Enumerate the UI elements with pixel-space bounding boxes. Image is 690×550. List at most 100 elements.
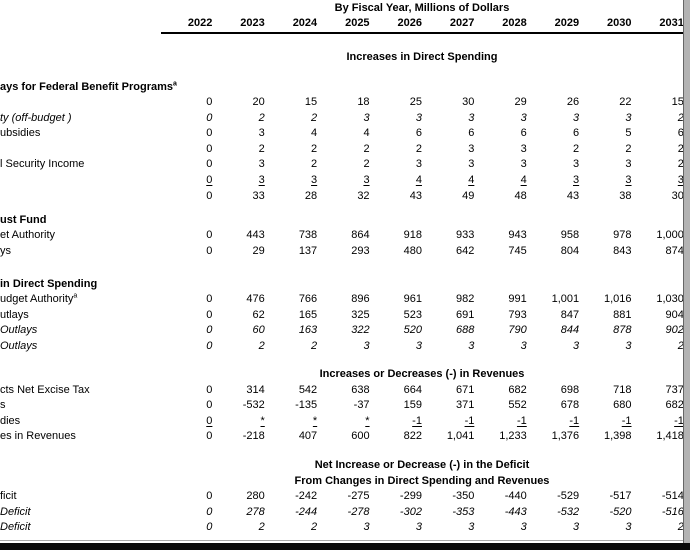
value-cell: 2 xyxy=(415,142,422,155)
value-cell: -529 xyxy=(557,490,580,502)
value-cell: 0 xyxy=(206,505,213,518)
value-cell: 3 xyxy=(415,158,422,171)
value-cell: 3 xyxy=(468,111,475,124)
value-cell: 3 xyxy=(573,521,580,534)
value-cell: 29 xyxy=(252,244,265,257)
value-cell: 3 xyxy=(573,111,580,124)
value-cell: -218 xyxy=(242,430,265,443)
value-cell: 0 xyxy=(206,383,213,396)
table-row: 0 2 2 2 2 3 3 2 2 2 xyxy=(0,142,684,158)
value-cell: 982 xyxy=(455,293,475,305)
year-header: 2023 xyxy=(240,17,265,29)
value-cell: 3 xyxy=(520,521,527,534)
value-cell: 718 xyxy=(613,383,632,396)
value-cell: 278 xyxy=(246,505,265,518)
value-cell: 3 xyxy=(311,173,318,186)
year-column-headers: 2022 2023 2024 2025 2026 2027 2028 2029 2030 2031 xyxy=(0,16,684,31)
value-cell: 2 xyxy=(677,339,684,352)
row-label: et Authority xyxy=(0,229,56,241)
value-cell: 881 xyxy=(613,308,632,321)
value-cell: -278 xyxy=(347,505,370,518)
value-cell: 958 xyxy=(560,229,580,241)
value-cell: 322 xyxy=(351,324,370,337)
table-section: ust Fund et Authority 0 443 738 864 918 933 943 9… xyxy=(0,212,684,259)
value-cell: 542 xyxy=(298,383,318,396)
row-label: ys xyxy=(0,244,11,257)
value-cell: -244 xyxy=(295,505,318,518)
value-cell: 904 xyxy=(665,308,684,321)
value-cell: 3 xyxy=(625,173,632,186)
value-cell: 878 xyxy=(613,324,632,337)
value-cell: 30 xyxy=(462,96,475,108)
value-cell: 793 xyxy=(508,308,527,321)
value-cell: -1 xyxy=(621,414,632,427)
value-cell: 844 xyxy=(560,324,580,337)
value-cell: -532 xyxy=(557,505,580,518)
value-cell: 3 xyxy=(468,158,475,171)
year-header: 2029 xyxy=(554,17,580,29)
value-cell: 6 xyxy=(677,127,684,140)
value-cell: 682 xyxy=(508,383,527,396)
value-cell: 4 xyxy=(415,173,422,186)
value-cell: 2 xyxy=(677,142,684,155)
value-cell: 4 xyxy=(311,127,318,140)
value-cell: 0 xyxy=(206,414,213,427)
table-row: 0 33 28 32 43 49 48 43 38 30 xyxy=(0,189,684,205)
value-cell: 6 xyxy=(468,127,475,140)
value-cell: 3 xyxy=(363,173,370,186)
value-cell: 1,000 xyxy=(656,229,684,241)
value-cell: 0 xyxy=(206,142,213,155)
value-cell: 3 xyxy=(415,521,422,534)
value-cell: 2 xyxy=(677,111,684,124)
value-cell: 280 xyxy=(246,490,265,502)
table-row: 0 20 15 18 25 30 29 26 22 15 xyxy=(0,95,684,111)
value-cell: 2 xyxy=(677,158,684,171)
value-cell: 0 xyxy=(206,521,213,534)
year-header: 2030 xyxy=(607,17,632,29)
value-cell: 0 xyxy=(206,490,213,502)
value-cell: -302 xyxy=(399,505,422,518)
value-cell: 671 xyxy=(455,383,475,396)
value-cell: * xyxy=(260,414,265,427)
table-section: in Direct Spending udget Authoritya 0 476 76… xyxy=(0,276,684,354)
value-cell: 26 xyxy=(566,96,580,108)
row-label: es in Revenues xyxy=(0,430,76,443)
value-cell: 0 xyxy=(206,173,213,186)
value-cell: 32 xyxy=(357,189,370,202)
value-cell: -350 xyxy=(452,490,475,502)
value-cell: -242 xyxy=(295,490,318,502)
value-cell: 0 xyxy=(206,189,213,202)
value-cell: -532 xyxy=(242,399,265,412)
value-cell: 6 xyxy=(415,127,422,140)
table-row: l Security Income 0 3 2 2 3 3 3 3 3 2 xyxy=(0,157,684,173)
row-label: Deficit xyxy=(0,505,31,518)
value-cell: 3 xyxy=(363,521,370,534)
value-cell: 698 xyxy=(560,383,580,396)
value-cell: 159 xyxy=(403,399,422,412)
row-label: Outlays xyxy=(0,324,38,337)
table-row: ty (off-budget ) 0 2 2 3 3 3 3 3 3 2 xyxy=(0,111,684,127)
value-cell: 737 xyxy=(665,383,684,396)
value-cell: 1,030 xyxy=(656,293,684,305)
value-cell: -299 xyxy=(399,490,422,502)
value-cell: 3 xyxy=(468,339,475,352)
value-cell: 918 xyxy=(403,229,422,241)
value-cell: 0 xyxy=(206,308,213,321)
value-cell: 680 xyxy=(613,399,632,412)
value-cell: 293 xyxy=(351,244,370,257)
row-label: ficit xyxy=(0,490,17,502)
value-cell: 864 xyxy=(351,229,370,241)
row-label: dies xyxy=(0,414,21,427)
value-cell: 3 xyxy=(258,158,265,171)
value-cell: -443 xyxy=(504,505,527,518)
scrollbar-track[interactable] xyxy=(684,0,690,543)
value-cell: 902 xyxy=(665,324,684,337)
table-row: s 0 -532 -135 -37 159 371 552 678 680 682 xyxy=(0,398,684,414)
value-cell: 25 xyxy=(409,96,422,108)
value-cell: 600 xyxy=(351,430,370,443)
header-rule xyxy=(161,32,690,34)
value-cell: 15 xyxy=(304,96,318,108)
value-cell: 3 xyxy=(625,521,632,534)
value-cell: -520 xyxy=(609,505,632,518)
